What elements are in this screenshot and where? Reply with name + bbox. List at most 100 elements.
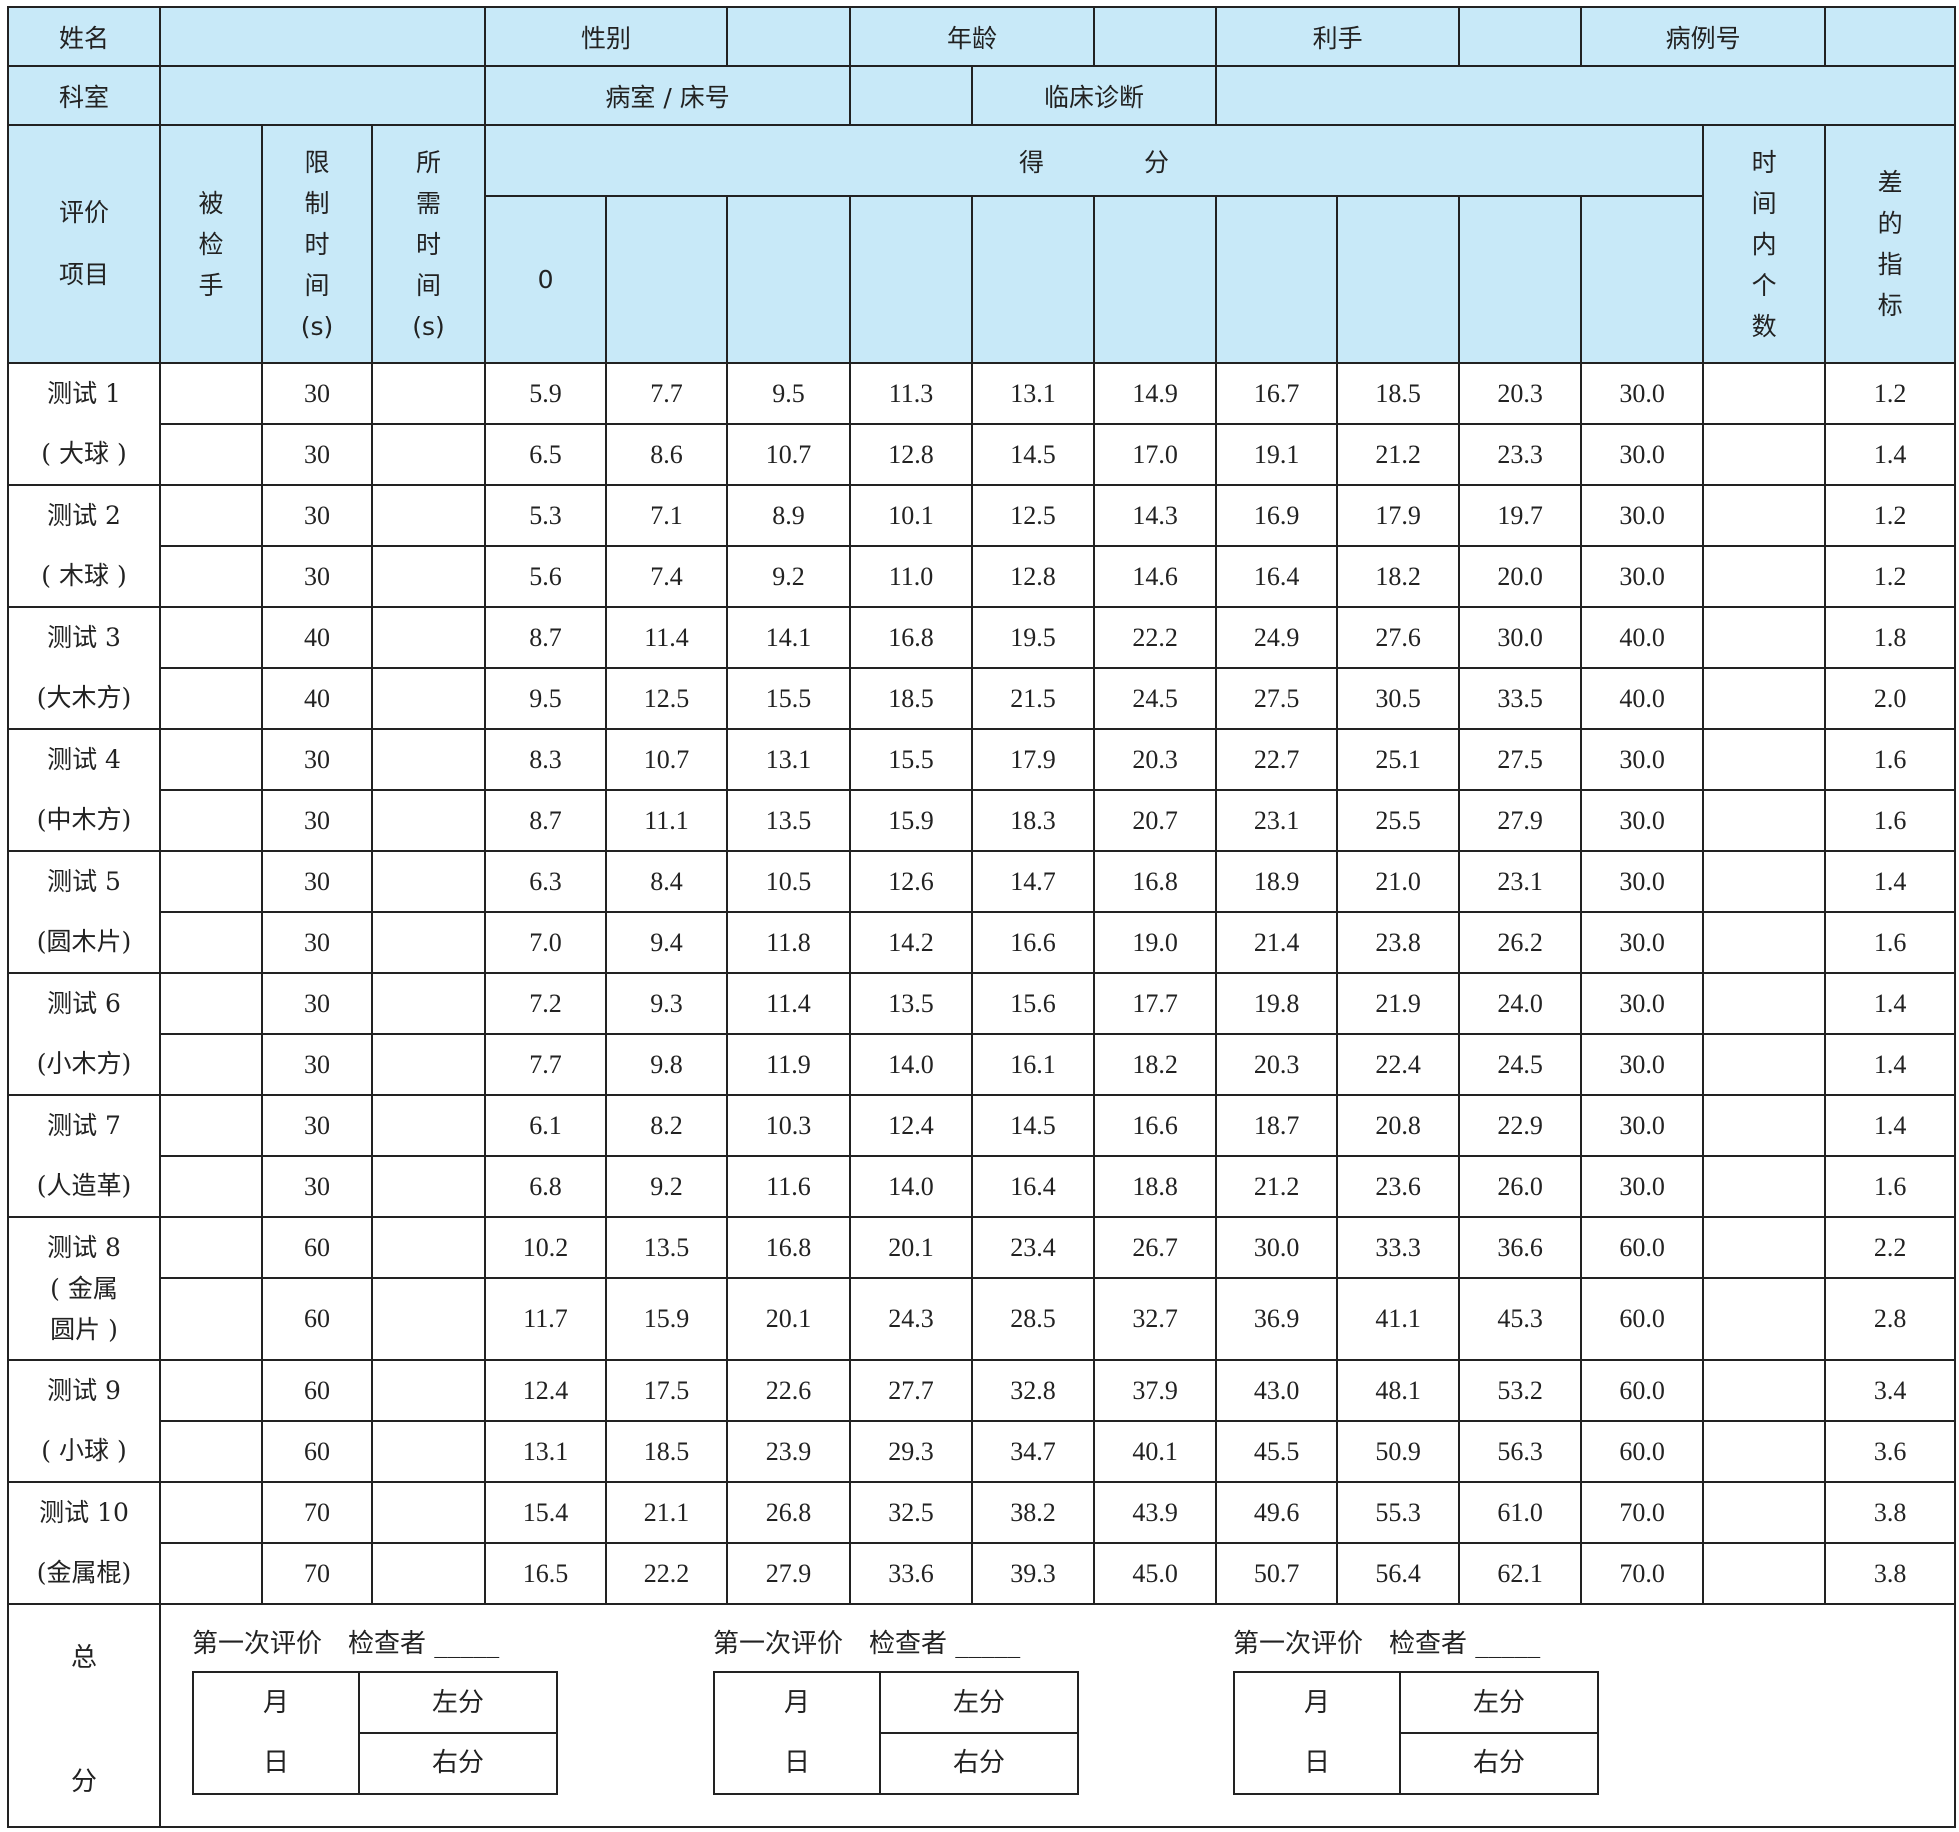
count-cell[interactable] xyxy=(1702,850,1827,913)
count-cell[interactable] xyxy=(1702,789,1827,852)
needed-time-cell[interactable] xyxy=(370,789,487,852)
needed-time-cell[interactable] xyxy=(370,1277,487,1361)
count-cell[interactable] xyxy=(1702,1542,1827,1605)
right-score-field[interactable]: 右分 xyxy=(952,1748,1005,1778)
count-cell[interactable] xyxy=(1702,1277,1827,1361)
case-no-field[interactable] xyxy=(1824,6,1957,67)
needed-time-cell[interactable] xyxy=(370,545,487,608)
count-cell[interactable] xyxy=(1702,362,1827,425)
needed-time-cell[interactable] xyxy=(370,911,487,974)
tested-hand-cell[interactable] xyxy=(159,1542,263,1605)
diagnosis-field[interactable] xyxy=(1215,65,1957,126)
count-cell[interactable] xyxy=(1702,972,1827,1035)
score-threshold-cell: 12.8 xyxy=(849,423,974,486)
needed-time-cell[interactable] xyxy=(370,1359,487,1422)
hand-field[interactable] xyxy=(1458,6,1583,67)
limit-time-cell: 70 xyxy=(261,1481,373,1544)
needed-time-cell[interactable] xyxy=(370,972,487,1035)
needed-time-cell[interactable] xyxy=(370,1033,487,1096)
tested-hand-cell[interactable] xyxy=(159,789,263,852)
count-cell[interactable] xyxy=(1702,911,1827,974)
tested-hand-cell[interactable] xyxy=(159,1359,263,1422)
tested-hand-cell[interactable] xyxy=(159,545,263,608)
score-threshold-cell: 6.5 xyxy=(484,423,608,486)
right-score-field[interactable]: 右分 xyxy=(431,1748,484,1778)
count-cell[interactable] xyxy=(1702,1481,1827,1544)
tested-hand-cell[interactable] xyxy=(159,1155,263,1218)
tested-hand-cell[interactable] xyxy=(159,850,263,913)
test-item-label: 测试 8 ( 金属 圆片 ) xyxy=(7,1216,161,1361)
needed-time-cell[interactable] xyxy=(370,423,487,486)
month-field[interactable]: 月 xyxy=(1303,1688,1330,1718)
tested-hand-cell[interactable] xyxy=(159,1033,263,1096)
needed-time-cell[interactable] xyxy=(370,1420,487,1483)
count-cell[interactable] xyxy=(1702,667,1827,730)
tested-hand-cell[interactable] xyxy=(159,362,263,425)
needed-time-cell[interactable] xyxy=(370,1542,487,1605)
needed-time-cell[interactable] xyxy=(370,850,487,913)
month-field[interactable]: 月 xyxy=(783,1688,810,1718)
needed-time-cell[interactable] xyxy=(370,606,487,669)
needed-time-cell[interactable] xyxy=(370,1155,487,1218)
header-char: 个 xyxy=(1751,270,1777,300)
score-threshold-cell: 11.4 xyxy=(726,972,852,1035)
ward-bed-field[interactable] xyxy=(849,65,974,126)
name-field[interactable] xyxy=(158,6,487,67)
count-cell[interactable] xyxy=(1702,545,1827,608)
needed-time-cell[interactable] xyxy=(370,1094,487,1157)
score-threshold-cell: 26.0 xyxy=(1458,1155,1583,1218)
count-cell[interactable] xyxy=(1702,1420,1827,1483)
count-cell[interactable] xyxy=(1702,1094,1827,1157)
score-threshold-cell: 60.0 xyxy=(1580,1216,1705,1279)
score-threshold-cell: 9.2 xyxy=(605,1155,729,1218)
age-field[interactable] xyxy=(1093,6,1218,67)
tested-hand-cell[interactable] xyxy=(159,484,263,547)
tested-hand-cell[interactable] xyxy=(159,1420,263,1483)
score-threshold-cell: 45.0 xyxy=(1093,1542,1218,1605)
sex-field[interactable] xyxy=(726,6,852,67)
right-score-field[interactable]: 右分 xyxy=(1472,1748,1525,1778)
test-item-text: 测试 7 xyxy=(47,1111,121,1140)
count-cell[interactable] xyxy=(1702,728,1827,791)
day-field[interactable]: 日 xyxy=(783,1748,810,1778)
tested-hand-cell[interactable] xyxy=(159,1216,263,1279)
left-score-field[interactable]: 左分 xyxy=(431,1688,484,1718)
tested-hand-cell[interactable] xyxy=(159,911,263,974)
month-field[interactable]: 月 xyxy=(262,1688,289,1718)
needed-time-cell[interactable] xyxy=(370,1216,487,1279)
left-score-field[interactable]: 左分 xyxy=(952,1688,1005,1718)
header-char: 内 xyxy=(1751,229,1777,259)
test-item-label: 测试 5 (圆木片) xyxy=(7,850,161,974)
tested-hand-cell[interactable] xyxy=(159,1277,263,1361)
day-field[interactable]: 日 xyxy=(262,1748,289,1778)
needed-time-cell[interactable] xyxy=(370,728,487,791)
test-item-text: (金属棍) xyxy=(36,1558,132,1587)
col-diff: 差的指标 xyxy=(1824,124,1957,364)
tested-hand-cell[interactable] xyxy=(159,728,263,791)
tested-hand-cell[interactable] xyxy=(159,972,263,1035)
count-cell[interactable] xyxy=(1702,1359,1827,1422)
tested-hand-cell[interactable] xyxy=(159,667,263,730)
score-threshold-cell: 22.9 xyxy=(1458,1094,1583,1157)
tested-hand-cell[interactable] xyxy=(159,423,263,486)
day-field[interactable]: 日 xyxy=(1303,1748,1330,1778)
needed-time-cell[interactable] xyxy=(370,362,487,425)
divider xyxy=(879,1732,1077,1734)
tested-hand-cell[interactable] xyxy=(159,606,263,669)
needed-time-cell[interactable] xyxy=(370,1481,487,1544)
count-cell[interactable] xyxy=(1702,1033,1827,1096)
count-cell[interactable] xyxy=(1702,484,1827,547)
count-cell[interactable] xyxy=(1702,1155,1827,1218)
count-cell[interactable] xyxy=(1702,423,1827,486)
count-cell[interactable] xyxy=(1702,1216,1827,1279)
needed-time-cell[interactable] xyxy=(370,667,487,730)
test-item-label: 测试 3 (大木方) xyxy=(7,606,161,730)
dept-field[interactable] xyxy=(158,65,487,126)
diagnosis-label: 临床诊断 xyxy=(971,65,1218,126)
left-score-field[interactable]: 左分 xyxy=(1472,1688,1525,1718)
tested-hand-cell[interactable] xyxy=(159,1481,263,1544)
score-threshold-cell: 14.5 xyxy=(971,1094,1096,1157)
needed-time-cell[interactable] xyxy=(370,484,487,547)
tested-hand-cell[interactable] xyxy=(159,1094,263,1157)
count-cell[interactable] xyxy=(1702,606,1827,669)
